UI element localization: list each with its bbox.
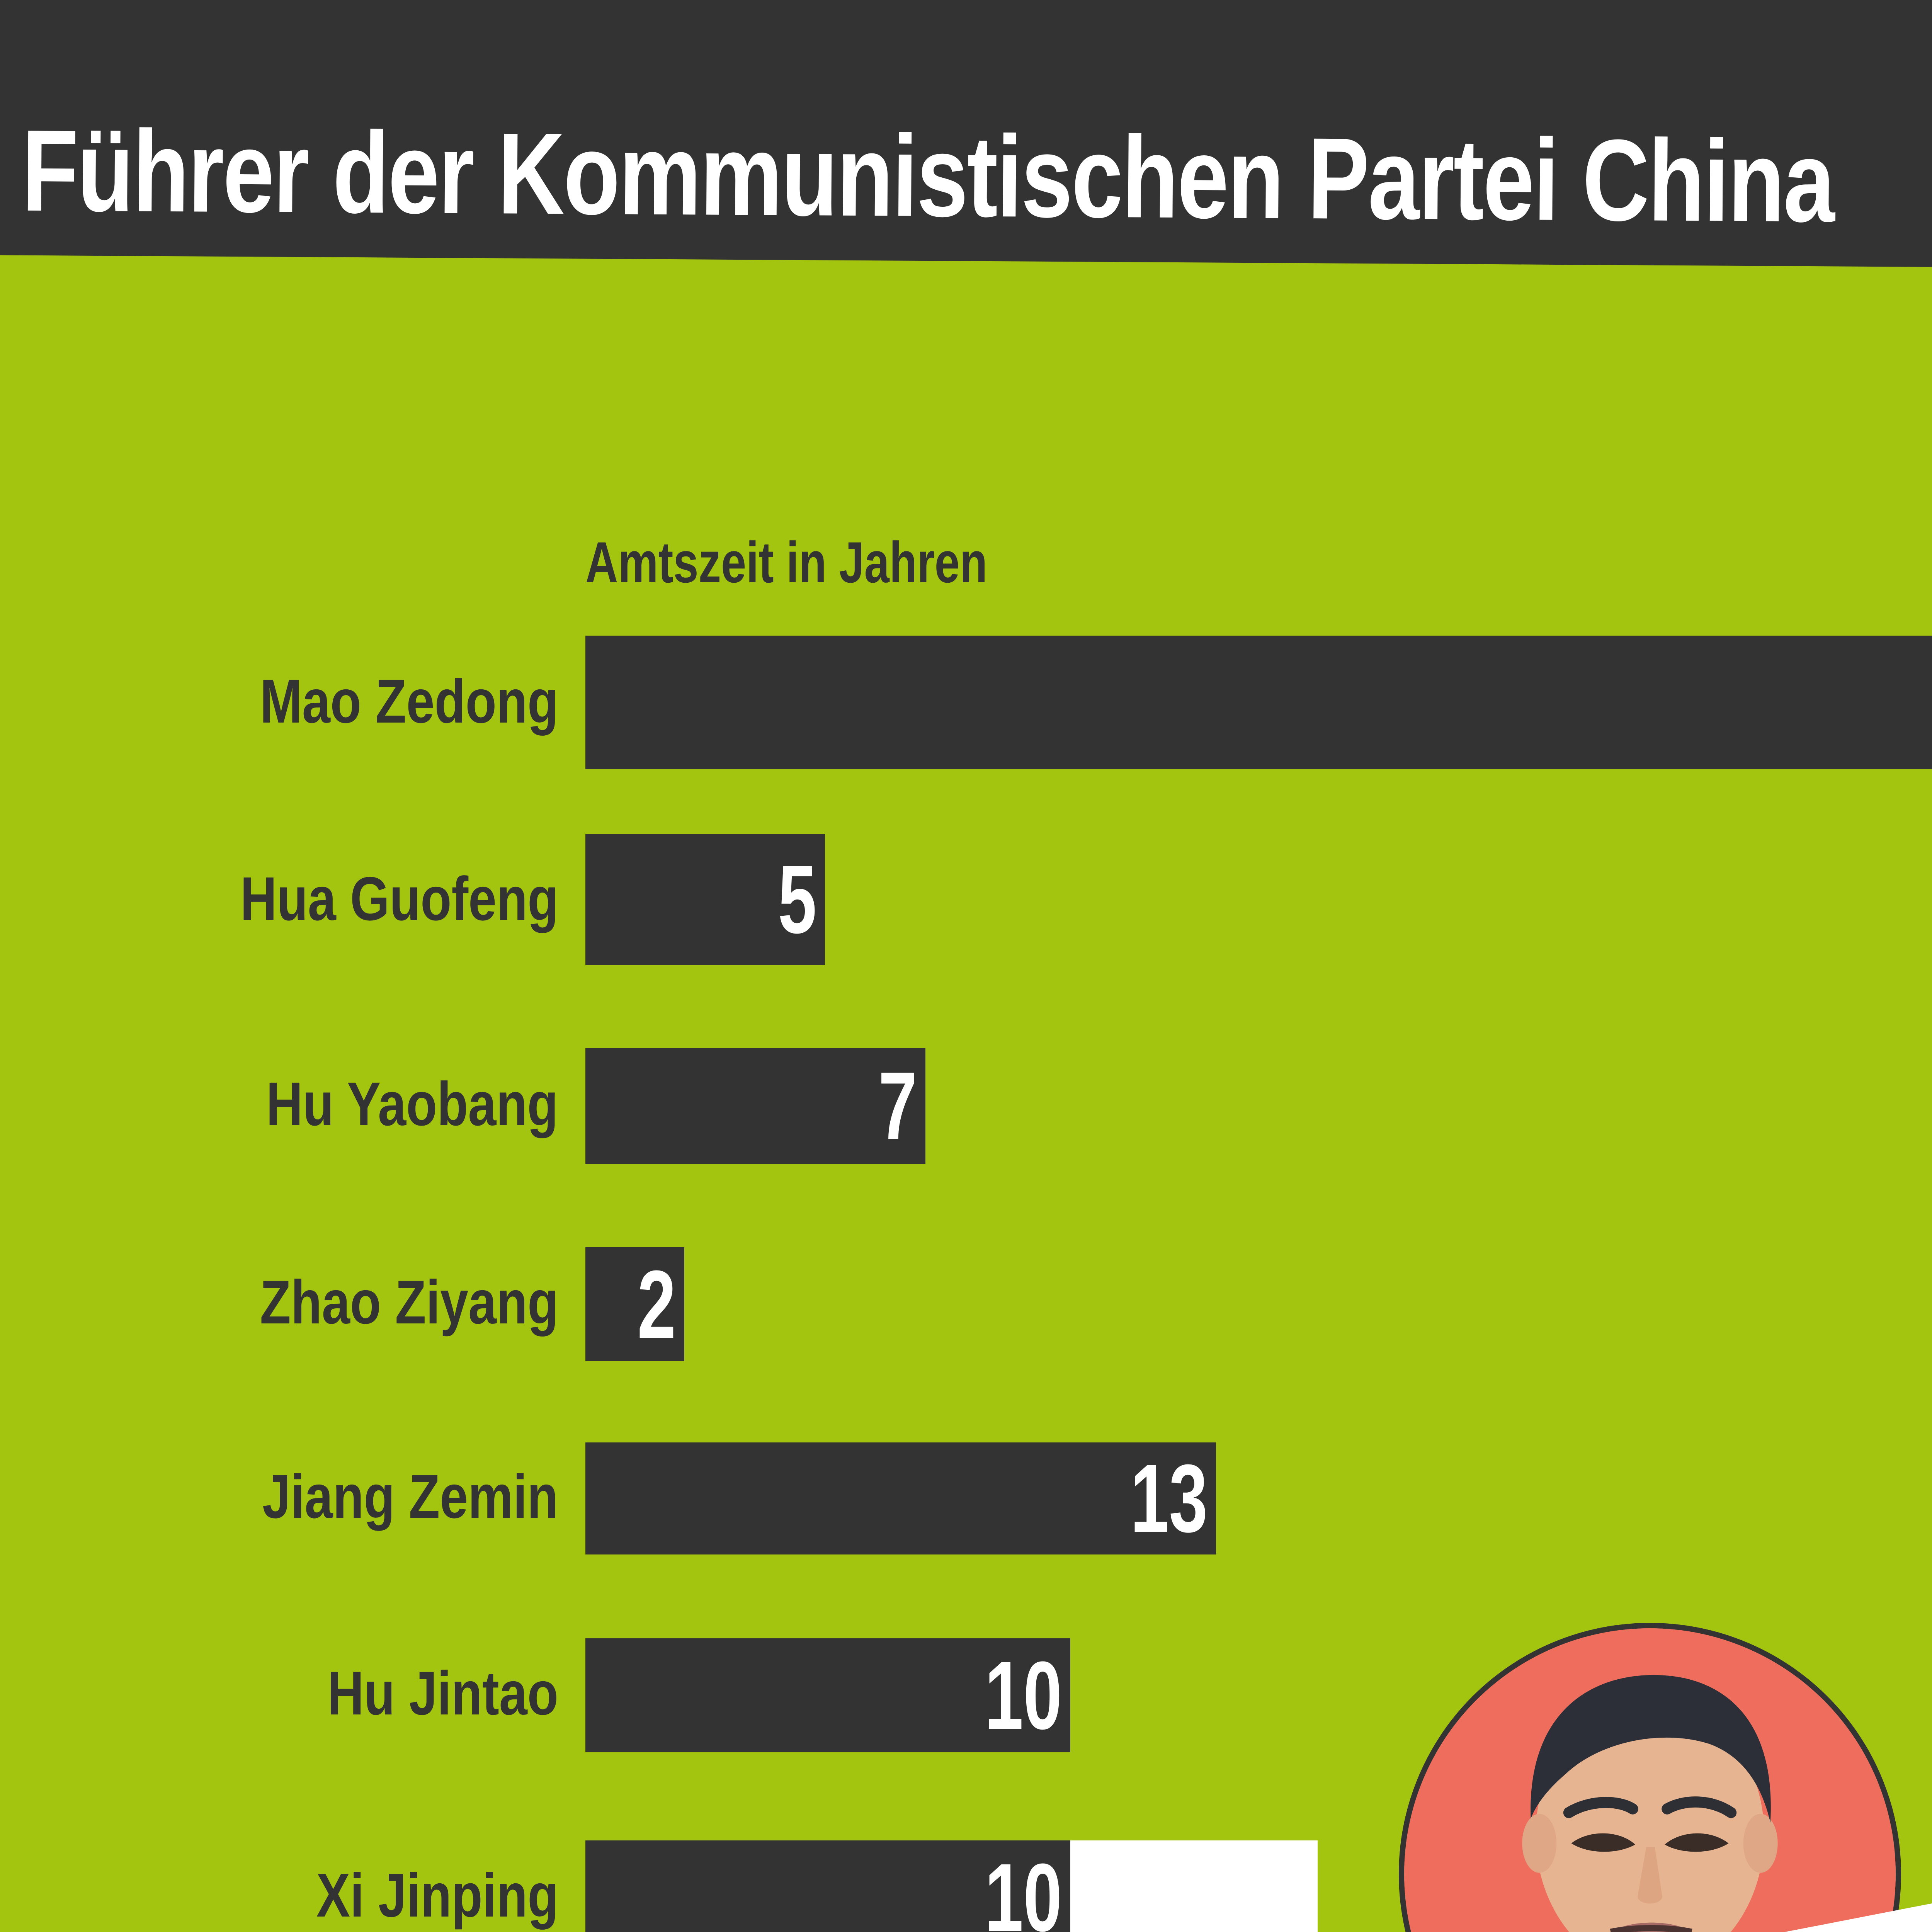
bar-served: 2	[585, 1247, 684, 1361]
chart-row: Hua Guofeng 5 1976-1981	[0, 834, 1932, 965]
bar-served: 10	[585, 1638, 1070, 1752]
bar-value-label: 5	[778, 845, 817, 953]
bar-value-label: 13	[1130, 1444, 1208, 1552]
bar-group: 10	[585, 1840, 1318, 1932]
row-label-name: Hu Yaobang	[266, 1069, 558, 1138]
bar-served: 33	[585, 636, 1932, 769]
bar-value-label: 7	[878, 1052, 917, 1160]
chart-row: Xi Jinping 10 seit 2012	[0, 1840, 1932, 1932]
bar-group: 5	[585, 834, 825, 965]
bar-group: 7	[585, 1048, 925, 1164]
column-header-amtszeit: Amtszeit in Jahren	[585, 530, 988, 595]
row-label-name: Jiang Zemin	[262, 1462, 558, 1531]
row-label-name: Mao Zedong	[260, 667, 558, 736]
page-title: Führer der Kommunistischen Partei China	[21, 105, 1834, 247]
bar-value-label: 10	[985, 1843, 1062, 1932]
bar-group: 2	[585, 1247, 684, 1361]
bar-group: 13	[585, 1442, 1216, 1554]
chart-row: Mao Zedong 33 1943-1976	[0, 636, 1932, 769]
bar-served: 7	[585, 1048, 925, 1164]
chart-row: Hu Yaobang 7 1981-1987	[0, 1048, 1932, 1164]
bar-served: 10	[585, 1840, 1070, 1932]
chart-row: Jiang Zemin 13 1989-2002	[0, 1442, 1932, 1554]
row-label-name: Hu Jintao	[327, 1658, 558, 1728]
chart-row: Zhao Ziyang 2 1987-1989	[0, 1247, 1932, 1361]
bar-value-label: 2	[637, 1250, 676, 1358]
bar-group: 33	[585, 636, 1932, 769]
bar-planned-term	[1070, 1840, 1318, 1932]
row-label-name: Xi Jinping	[316, 1861, 558, 1930]
row-label-name: Zhao Ziyang	[260, 1267, 558, 1337]
bar-value-label: 10	[985, 1641, 1062, 1749]
bar-group: 10	[585, 1638, 1070, 1752]
header-band: Führer der Kommunistischen Partei China	[0, 0, 1932, 271]
chart-row: Hu Jintao 10 2002-2012	[0, 1638, 1932, 1752]
portrait-xi-jinping-icon	[1404, 1628, 1896, 1932]
bar-served: 13	[585, 1442, 1216, 1554]
row-label-name: Hua Guofeng	[240, 864, 558, 933]
bar-served: 5	[585, 834, 825, 965]
